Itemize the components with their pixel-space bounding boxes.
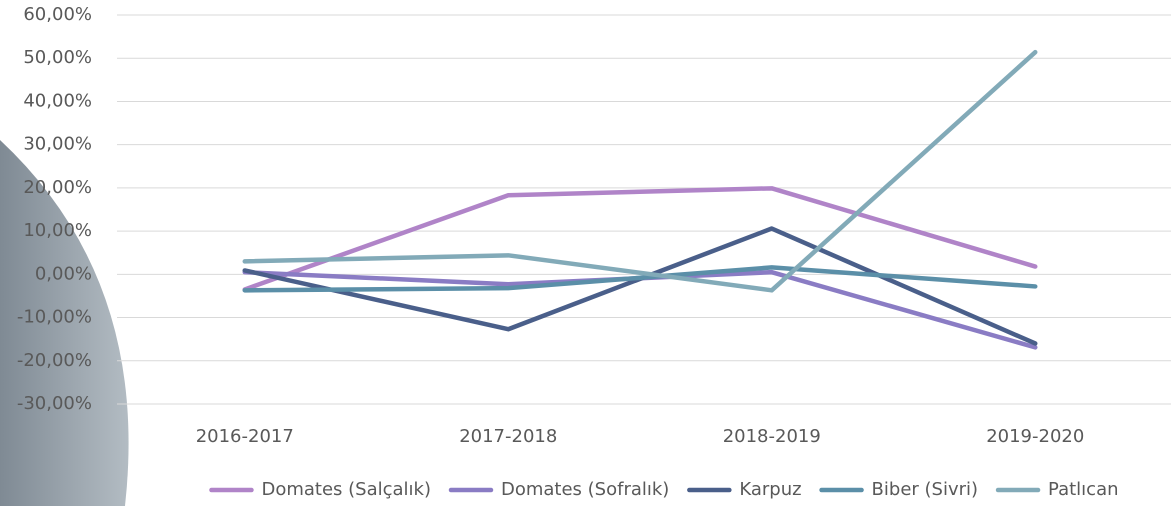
y-tick-label: 50,00% bbox=[23, 47, 92, 68]
x-tick-label: 2016-2017 bbox=[196, 426, 294, 447]
legend-label: Biber (Sivri) bbox=[872, 479, 979, 500]
chart: -30,00% -20,00% -10,00% 0,00% 10,00% 20,00% 30… bbox=[0, 0, 1171, 506]
x-tick-label: 2018-2019 bbox=[723, 426, 821, 447]
legend-label: Domates (Sofralık) bbox=[501, 479, 669, 500]
y-tick-label: -10,00% bbox=[17, 307, 92, 328]
y-tick-label: 40,00% bbox=[23, 90, 92, 111]
y-tick-label: 0,00% bbox=[35, 263, 92, 284]
y-tick-label: 10,00% bbox=[23, 220, 92, 241]
y-tick-label: 30,00% bbox=[23, 134, 92, 155]
series-line bbox=[245, 52, 1036, 290]
y-tick-label: -30,00% bbox=[17, 393, 92, 414]
x-tick-label: 2017-2018 bbox=[459, 426, 557, 447]
page: -30,00% -20,00% -10,00% 0,00% 10,00% 20,00% 30… bbox=[0, 0, 1171, 506]
legend-label: Domates (Salçalık) bbox=[261, 479, 431, 500]
y-tick-label: 20,00% bbox=[23, 177, 92, 198]
x-tick-label: 2019-2020 bbox=[986, 426, 1084, 447]
legend-label: Patlıcan bbox=[1048, 479, 1118, 500]
legend-label: Karpuz bbox=[739, 479, 801, 500]
y-tick-label: 60,00% bbox=[23, 4, 92, 25]
series-line bbox=[245, 272, 1036, 347]
y-tick-label: -20,00% bbox=[17, 350, 92, 371]
